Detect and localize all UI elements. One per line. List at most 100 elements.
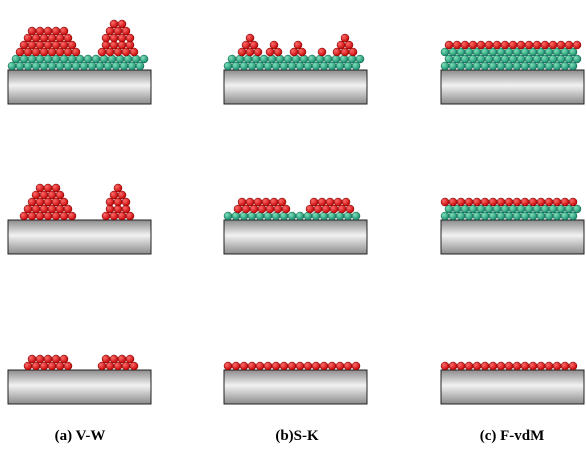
green-atom [108,55,116,63]
red-atom [246,34,254,42]
red-atom [126,34,134,42]
red-atom [110,20,118,28]
red-atom [238,48,246,56]
red-atom [352,362,360,370]
green-atom [256,212,264,220]
green-atom [240,62,248,70]
red-atom [505,362,513,370]
red-atom [465,198,473,206]
green-atom [517,55,525,63]
red-atom [513,198,521,206]
red-atom [306,205,314,213]
red-atom [48,34,56,42]
red-atom [553,198,561,206]
green-atom [260,55,268,63]
red-atom [294,41,302,49]
red-atom [469,41,477,49]
red-atom [28,355,36,363]
red-atom [274,205,282,213]
red-atom [336,362,344,370]
green-atom [541,205,549,213]
green-atom [529,62,537,70]
green-atom [565,205,573,213]
red-atom [72,48,80,56]
green-atom [489,48,497,56]
red-atom [24,48,32,56]
green-atom [52,55,60,63]
green-atom [561,62,569,70]
green-atom [336,212,344,220]
red-atom [304,362,312,370]
green-atom [457,48,465,56]
green-atom [288,62,296,70]
red-atom [98,362,106,370]
red-atom [44,198,52,206]
green-atom [553,62,561,70]
red-atom [60,355,68,363]
red-atom [32,205,40,213]
green-atom [493,55,501,63]
red-atom [40,34,48,42]
green-atom [264,62,272,70]
green-atom [132,55,140,63]
green-atom [300,55,308,63]
green-atom [140,55,148,63]
red-atom [24,362,32,370]
red-atom [44,184,52,192]
green-atom [457,62,465,70]
red-atom [505,198,513,206]
red-atom [234,205,242,213]
red-atom [114,48,122,56]
red-atom [521,198,529,206]
green-atom [517,205,525,213]
green-atom [513,48,521,56]
green-atom [469,55,477,63]
green-atom [461,55,469,63]
substrate [224,70,367,104]
red-atom [118,191,126,199]
green-atom [561,212,569,220]
green-atom [497,212,505,220]
red-atom [290,48,298,56]
green-atom [489,212,497,220]
green-atom [248,62,256,70]
green-atom [545,212,553,220]
green-atom [280,212,288,220]
green-atom [8,62,16,70]
green-atom [120,62,128,70]
green-atom [96,62,104,70]
red-atom [312,362,320,370]
red-atom [310,198,318,206]
red-atom [320,362,328,370]
green-atom [20,55,28,63]
red-atom [130,362,138,370]
green-atom [521,48,529,56]
green-atom [441,212,449,220]
red-atom [561,198,569,206]
red-atom [44,27,52,35]
red-atom [573,41,581,49]
red-atom [537,362,545,370]
red-atom [40,48,48,56]
green-atom [549,55,557,63]
green-atom [453,205,461,213]
red-atom [56,205,64,213]
green-atom [128,62,136,70]
red-atom [282,205,290,213]
green-atom [553,48,561,56]
substrate [441,70,584,104]
red-atom [242,205,250,213]
red-atom [322,205,330,213]
red-atom [248,362,256,370]
green-atom [312,62,320,70]
red-atom [529,362,537,370]
red-atom [118,34,126,42]
red-atom [48,362,56,370]
red-atom [272,362,280,370]
red-atom [52,198,60,206]
red-atom [232,362,240,370]
green-atom [72,62,80,70]
red-atom [557,41,565,49]
red-atom [114,27,122,35]
red-atom [32,48,40,56]
